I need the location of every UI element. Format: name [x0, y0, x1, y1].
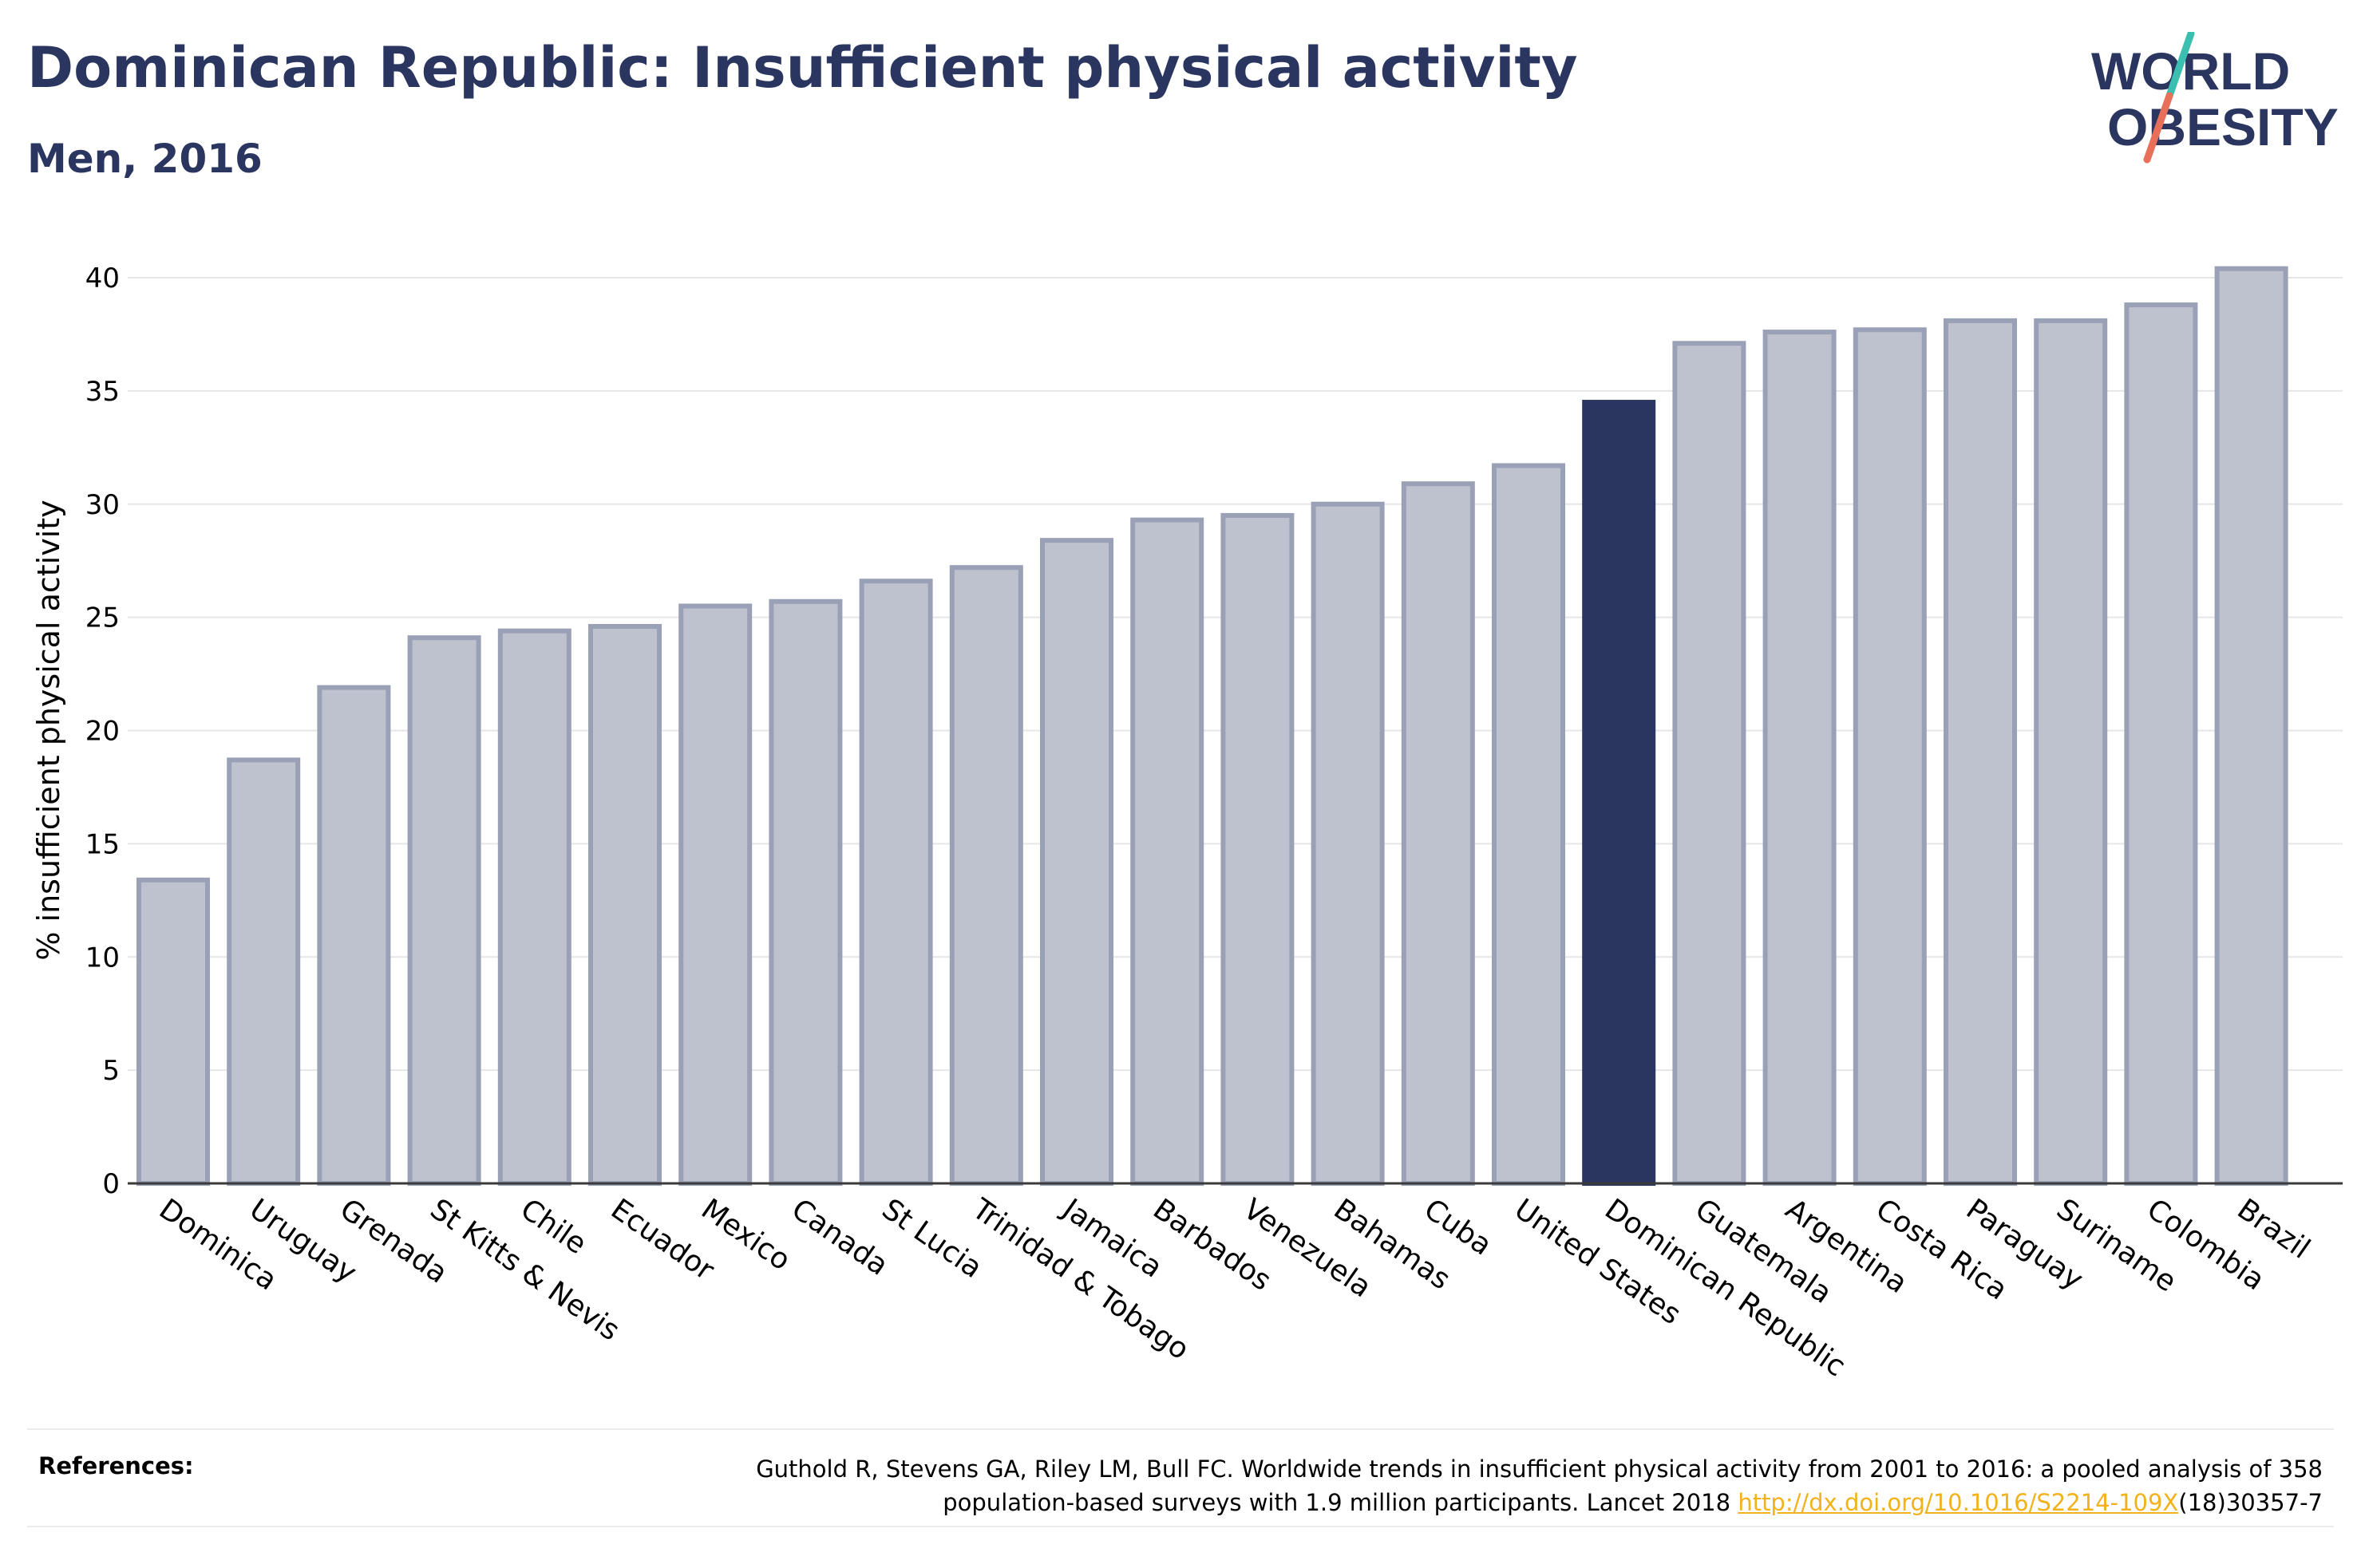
references-line-2-start: population-based surveys with 1.9 millio…: [943, 1489, 1738, 1516]
bar-united-states: [1492, 463, 1565, 1186]
bar-canada: [769, 598, 843, 1186]
bar-chart: 0 5 10 15 20 25 30 35 40 DominicaUruguayGrenadaS…: [31, 263, 2343, 1384]
x-tick-label: Canada: [785, 1193, 894, 1282]
bar-guatemala: [1672, 341, 1746, 1187]
bar-cuba: [1401, 481, 1475, 1186]
world-obesity-logo: WORLD OBESITY: [2091, 32, 2339, 164]
y-axis-ticks: 0 5 10 15 20 25 30 35 40: [85, 263, 120, 1200]
y-tick-label: 5: [102, 1055, 120, 1087]
bar-jamaica: [1040, 538, 1113, 1186]
logo-line-2: OBESITY: [2107, 97, 2339, 156]
bar-chile: [497, 628, 571, 1186]
y-tick-label: 35: [85, 376, 120, 408]
bar-st-lucia: [859, 579, 933, 1186]
y-tick-label: 10: [85, 942, 120, 974]
y-tick-label: 30: [85, 489, 120, 521]
bar-colombia: [2124, 302, 2198, 1186]
references-text: Guthold R, Stevens GA, Riley LM, Bull FC…: [756, 1452, 2323, 1519]
page-title: Dominican Republic: Insufficient physica…: [27, 35, 1578, 101]
bar-trinidad-tobago: [949, 565, 1023, 1186]
references-line-2-end: (18)30357-7: [2178, 1489, 2323, 1516]
y-axis-title: % insufficient physical activity: [31, 500, 66, 960]
bar-suriname: [2034, 318, 2108, 1187]
y-tick-label: 40: [85, 263, 120, 294]
bar-grenada: [317, 685, 391, 1186]
bar-mexico: [678, 603, 753, 1186]
references-line-1: Guthold R, Stevens GA, Riley LM, Bull FC…: [756, 1455, 2323, 1483]
bar-brazil: [2214, 266, 2288, 1186]
bars: [136, 266, 2288, 1187]
bar-venezuela: [1220, 512, 1295, 1186]
bar-dominica: [136, 877, 210, 1187]
bar-bahamas: [1311, 501, 1385, 1186]
y-tick-label: 25: [85, 602, 120, 634]
doi-link[interactable]: http://dx.doi.org/10.1016/S2214-109X: [1738, 1489, 2179, 1516]
bar-uruguay: [227, 757, 301, 1186]
logo-slash-teal: [2165, 32, 2195, 100]
y-tick-label: 0: [102, 1168, 120, 1200]
x-tick-label: St Lucia: [876, 1193, 987, 1285]
bar-paraguay: [1944, 318, 2017, 1187]
bar-st-kitts-nevis: [407, 635, 481, 1186]
logo-slash-coral: [2143, 92, 2173, 164]
logo-line-1: WORLD: [2091, 41, 2290, 101]
references-label: References:: [38, 1452, 194, 1479]
page-subtitle: Men, 2016: [27, 136, 263, 182]
bar-dominican-republic: [1582, 400, 1656, 1186]
references-line-2: population-based surveys with 1.9 millio…: [756, 1486, 2323, 1519]
bar-ecuador: [588, 623, 662, 1186]
bar-costa-rica: [1853, 327, 1927, 1187]
x-tick-label: Ecuador: [605, 1193, 720, 1287]
references-panel: References: Guthold R, Stevens GA, Riley…: [27, 1428, 2334, 1527]
bar-barbados: [1130, 517, 1204, 1186]
y-tick-label: 20: [85, 716, 120, 748]
bar-argentina: [1762, 330, 1837, 1187]
y-tick-label: 15: [85, 828, 120, 860]
